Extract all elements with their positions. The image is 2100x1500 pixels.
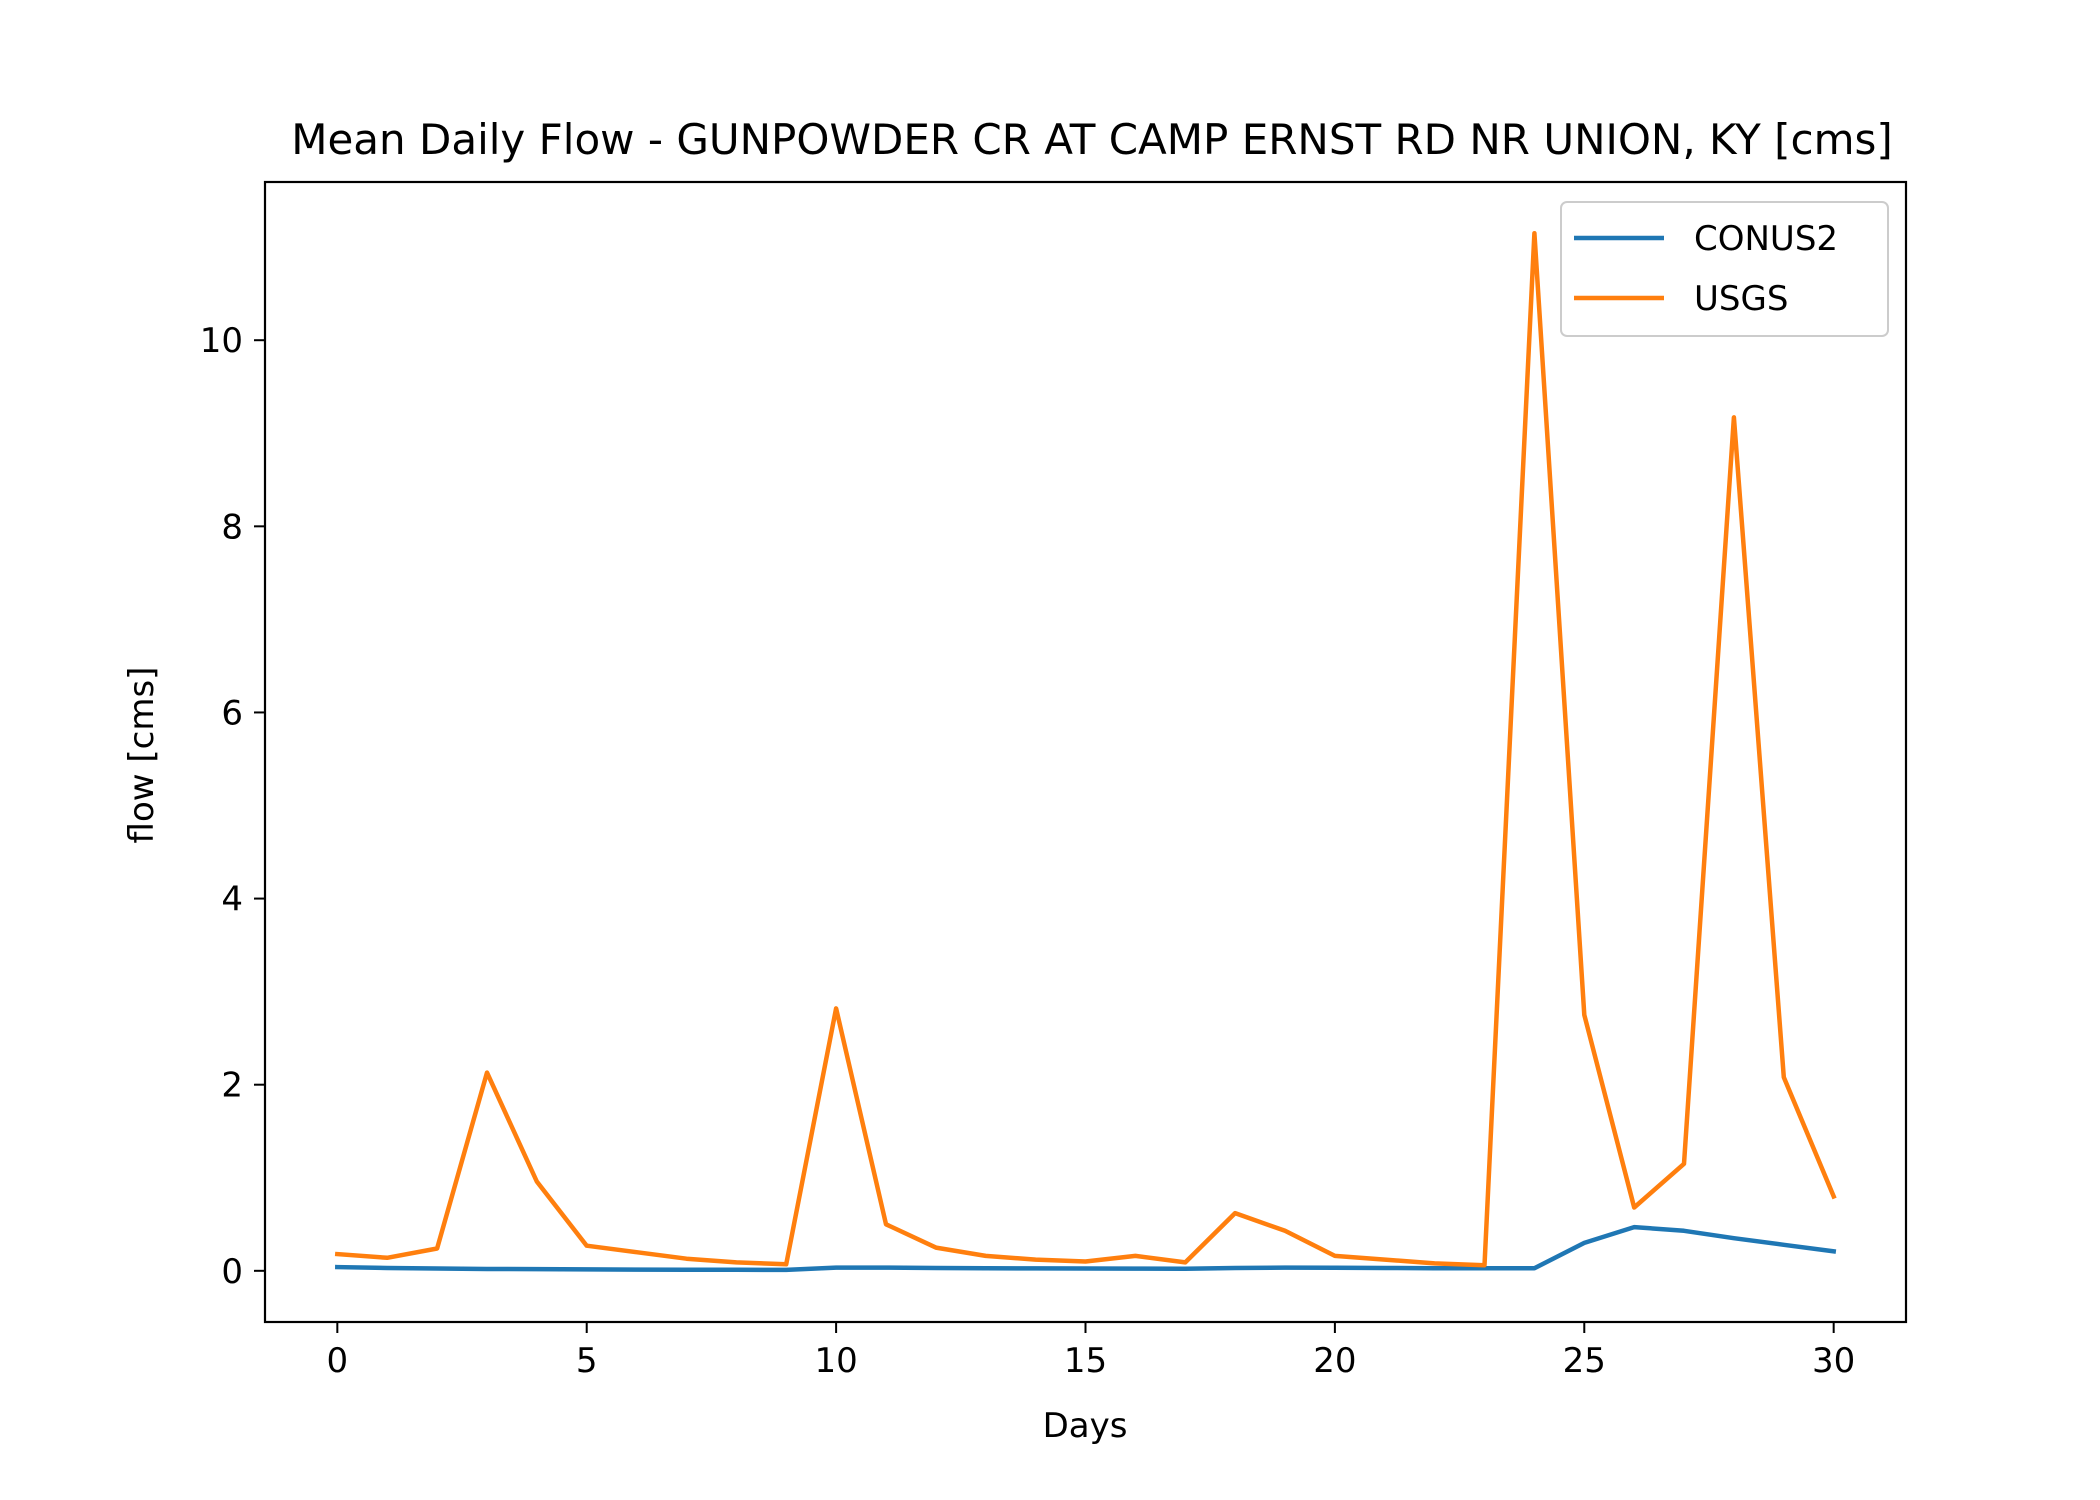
chart-title: Mean Daily Flow - GUNPOWDER CR AT CAMP E… — [291, 115, 1893, 164]
legend: CONUS2 USGS — [1560, 201, 1889, 337]
x-tick-label: 0 — [327, 1341, 349, 1381]
y-axis-ticks: 0 2 4 6 8 10 — [200, 321, 265, 1292]
legend-label-conus2: CONUS2 — [1694, 219, 1838, 259]
y-axis-label: flow [cms] — [122, 667, 162, 844]
series-line-conus2 — [335, 1224, 1837, 1273]
y-tick-label: 6 — [221, 693, 243, 733]
x-tick-label: 25 — [1563, 1341, 1606, 1381]
y-tick-label: 8 — [221, 507, 243, 547]
x-tick-label: 20 — [1313, 1341, 1356, 1381]
series-layer — [334, 230, 1837, 1273]
y-tick-label: 0 — [221, 1252, 243, 1292]
y-tick-label: 4 — [221, 880, 243, 920]
x-tick-label: 10 — [814, 1341, 857, 1381]
series-line-usgs — [334, 230, 1837, 1268]
x-axis-label: Days — [1043, 1406, 1128, 1446]
legend-box — [1560, 201, 1889, 337]
x-tick-label: 15 — [1064, 1341, 1107, 1381]
x-tick-label: 30 — [1812, 1341, 1855, 1381]
x-axis-ticks: 0 5 10 15 20 25 30 — [327, 1322, 1855, 1381]
y-tick-label: 10 — [200, 321, 243, 361]
y-tick-label: 2 — [221, 1066, 243, 1106]
legend-label-usgs: USGS — [1694, 279, 1788, 319]
x-tick-label: 5 — [576, 1341, 598, 1381]
